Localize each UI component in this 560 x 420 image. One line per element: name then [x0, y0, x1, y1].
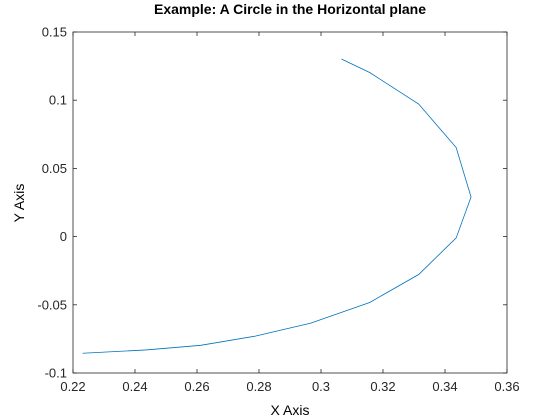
x-tick-label: 0.36 — [494, 379, 519, 394]
y-tick-label: -0.05 — [37, 297, 67, 312]
ticks: 0.22 0.24 0.26 0.28 0.3 0.32 0.34 0.36 -0.1 -0.05… — [37, 25, 519, 395]
x-tick-label: 0.22 — [60, 379, 85, 394]
y-tick-label: 0.05 — [42, 161, 67, 176]
x-tick-label: 0.26 — [184, 379, 209, 394]
y-axis-label: Y Axis — [11, 184, 27, 223]
x-axis-label: X Axis — [271, 402, 310, 418]
x-tick-label: 0.3 — [312, 379, 330, 394]
series-group — [82, 58, 472, 354]
y-tick-label: 0 — [60, 229, 67, 244]
y-tick-label: 0.1 — [49, 93, 67, 108]
x-tick-label: 0.28 — [246, 379, 271, 394]
y-tick-label: -0.1 — [45, 366, 67, 381]
series-line — [82, 58, 472, 354]
plot-area — [72, 31, 508, 374]
x-tick-label: 0.32 — [370, 379, 395, 394]
x-tick-label: 0.34 — [432, 379, 457, 394]
x-tick-label: 0.24 — [122, 379, 147, 394]
chart-title: Example: A Circle in the Horizontal plan… — [154, 1, 426, 17]
y-tick-label: 0.15 — [42, 25, 67, 40]
